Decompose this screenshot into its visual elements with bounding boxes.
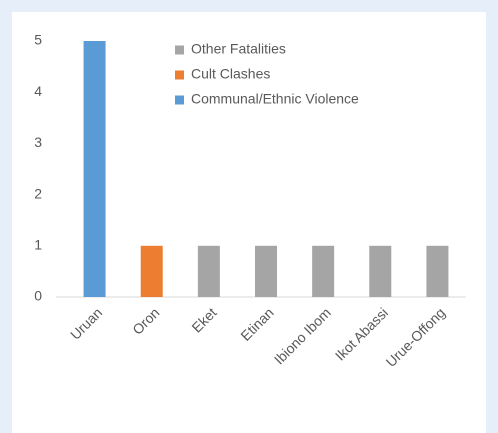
bar	[369, 245, 392, 297]
bar	[426, 245, 449, 297]
legend-label: Other Fatalities	[191, 41, 286, 57]
y-tick-label: 1	[34, 237, 42, 253]
bar	[255, 245, 277, 297]
y-tick-label: 2	[34, 185, 42, 201]
bar	[197, 245, 220, 297]
legend-swatch	[175, 95, 184, 105]
legend-swatch	[175, 70, 184, 80]
legend-swatch	[175, 45, 184, 55]
bar	[83, 41, 106, 297]
legend-label: Cult Clashes	[191, 66, 270, 82]
bar	[312, 245, 335, 297]
legend-label: Communal/Ethnic Violence	[191, 91, 359, 107]
y-tick-label: 0	[34, 288, 42, 304]
y-tick-label: 4	[34, 83, 42, 99]
y-tick-label: 5	[34, 32, 42, 48]
y-tick-label: 3	[34, 134, 42, 150]
bar	[140, 245, 163, 297]
